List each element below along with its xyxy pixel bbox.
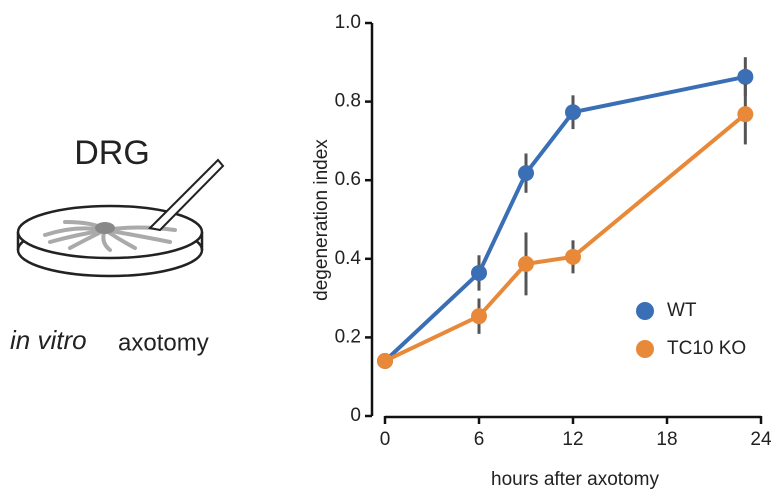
y-tick-label: 0.2 bbox=[335, 326, 361, 347]
y-axis-label: degeneration index bbox=[311, 139, 332, 301]
data-point bbox=[471, 308, 487, 324]
x-tick-label: 0 bbox=[380, 429, 391, 450]
data-point bbox=[471, 265, 487, 281]
y-tick-label: 0.4 bbox=[335, 248, 362, 269]
x-tick-label: 6 bbox=[474, 429, 485, 450]
data-point bbox=[565, 249, 581, 265]
data-point bbox=[518, 165, 534, 181]
data-point bbox=[518, 256, 534, 272]
page: {"diagram": {"label": "DRG", "caption_it… bbox=[0, 0, 778, 493]
diagram-label: DRG bbox=[74, 134, 150, 172]
x-tick-label: 12 bbox=[562, 429, 583, 450]
data-point bbox=[737, 106, 753, 122]
caption: axotomy bbox=[118, 329, 209, 356]
y-tick-label: 1.0 bbox=[335, 12, 361, 33]
figure: DRG in vitro axotomy degeneration index … bbox=[0, 0, 778, 493]
x-axis-label: hours after axotomy bbox=[491, 469, 659, 490]
series-line bbox=[385, 114, 745, 361]
legend-marker bbox=[636, 302, 654, 320]
data-point bbox=[377, 353, 393, 369]
y-tick-label: 0.8 bbox=[335, 91, 361, 112]
x-tick-label: 18 bbox=[656, 429, 677, 450]
data-point bbox=[565, 104, 581, 120]
y-tick-label: 0.6 bbox=[335, 169, 361, 190]
x-tick-label: 24 bbox=[750, 429, 772, 450]
legend-marker bbox=[636, 340, 654, 358]
y-tick-label: 0 bbox=[350, 405, 361, 426]
data-point bbox=[737, 69, 753, 85]
legend-label: WT bbox=[667, 300, 697, 321]
legend-label: TC10 KO bbox=[667, 338, 746, 359]
caption-italic: in vitro bbox=[10, 325, 87, 355]
dish-illustration: DRG in vitro axotomy bbox=[10, 134, 223, 356]
